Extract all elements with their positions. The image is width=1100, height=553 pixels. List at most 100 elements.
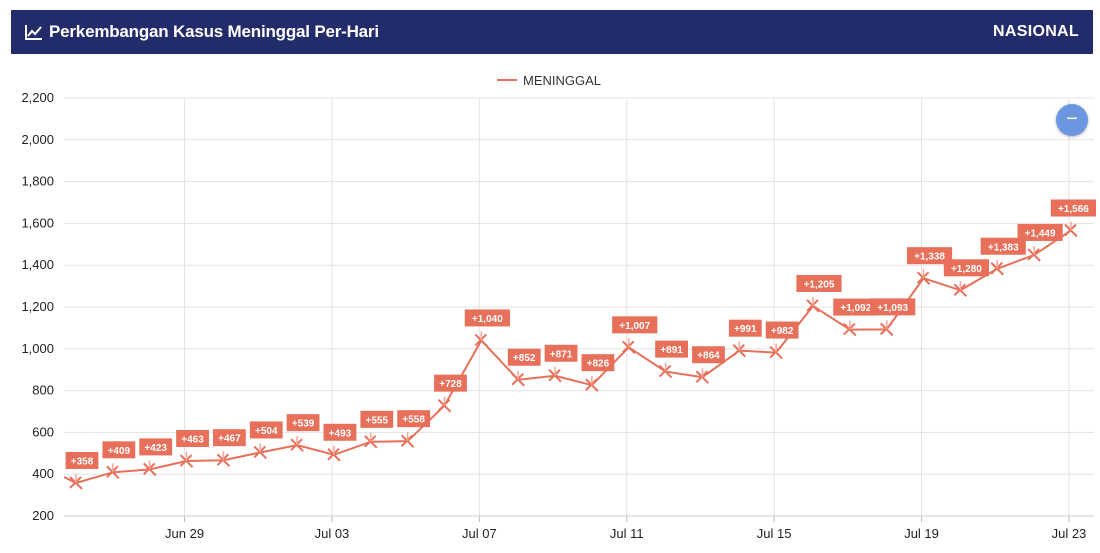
y-tick-label: 1,400 bbox=[21, 257, 54, 272]
data-point-marker bbox=[511, 370, 525, 387]
data-label: +1,040 bbox=[472, 314, 503, 325]
data-point-marker bbox=[658, 362, 673, 379]
data-point-marker bbox=[1027, 245, 1041, 262]
data-label: +1,205 bbox=[804, 279, 835, 290]
data-label: +463 bbox=[181, 435, 204, 446]
data-label: +826 bbox=[587, 359, 610, 370]
data-label-box bbox=[65, 451, 99, 469]
data-point-marker bbox=[400, 432, 415, 448]
y-tick-label: 1,600 bbox=[21, 215, 54, 230]
legend[interactable]: MENINGGAL bbox=[497, 73, 601, 88]
data-point-marker bbox=[953, 281, 968, 297]
y-tick-label: 800 bbox=[32, 383, 54, 398]
axes: 200 400 600 800 1,000 1,200 1,400 1,600 1,800 2,0… bbox=[21, 90, 1094, 541]
data-point-marker bbox=[879, 320, 894, 337]
data-label-box bbox=[139, 438, 173, 456]
data-label-box bbox=[692, 346, 725, 364]
y-tick-label: 1,200 bbox=[21, 299, 54, 314]
data-label-box bbox=[765, 321, 799, 339]
data-label-layer: +358 +409 +423 +463 +467 +504 +539 +493 +555 +558… bbox=[65, 199, 1096, 469]
data-point-marker bbox=[437, 396, 452, 413]
data-label-box bbox=[870, 298, 916, 316]
y-tick-label: 1,000 bbox=[21, 341, 54, 356]
data-label-box bbox=[655, 340, 688, 358]
data-label-box bbox=[612, 316, 658, 334]
header-left: Perkembangan Kasus Meninggal Per-Hari bbox=[25, 22, 379, 42]
y-tick-label: 400 bbox=[32, 466, 54, 481]
data-label-box bbox=[102, 441, 136, 459]
data-point-marker bbox=[806, 296, 820, 313]
data-label: +1,449 bbox=[1025, 228, 1056, 239]
data-label-box bbox=[507, 348, 541, 366]
data-label-box bbox=[906, 247, 953, 265]
data-label: +558 bbox=[402, 415, 425, 426]
x-tick-label: Jul 23 bbox=[1052, 526, 1087, 541]
data-label-box bbox=[434, 374, 467, 392]
data-label: +409 bbox=[108, 446, 131, 457]
data-label: +991 bbox=[734, 324, 757, 335]
data-label-box bbox=[464, 309, 510, 327]
data-point-marker bbox=[216, 451, 231, 467]
line-chart-icon bbox=[25, 25, 42, 40]
data-label: +1,338 bbox=[914, 252, 945, 263]
data-label: +1,383 bbox=[988, 242, 1019, 253]
x-tick-label: Jul 07 bbox=[462, 526, 497, 541]
data-point-marker bbox=[843, 320, 857, 337]
data-label-box bbox=[796, 274, 842, 292]
data-label-box bbox=[544, 344, 578, 362]
x-tick-label: Jul 15 bbox=[757, 526, 792, 541]
data-label-box bbox=[176, 430, 209, 448]
data-label-box bbox=[581, 354, 615, 372]
data-label-box bbox=[360, 410, 394, 428]
x-tick-label: Jun 29 bbox=[165, 526, 204, 541]
data-label: +1,007 bbox=[619, 321, 650, 332]
data-point-marker bbox=[327, 445, 341, 462]
data-point-marker bbox=[622, 338, 636, 355]
data-point-marker bbox=[1064, 221, 1078, 238]
data-label-box bbox=[1017, 223, 1063, 241]
y-tick-label: 2,200 bbox=[21, 90, 54, 105]
data-label: +871 bbox=[550, 349, 573, 360]
data-label: +467 bbox=[218, 434, 241, 445]
data-label-box bbox=[728, 319, 762, 337]
data-label-box bbox=[286, 414, 320, 432]
zoom-out-button[interactable]: − bbox=[1056, 104, 1088, 136]
data-label-box bbox=[980, 237, 1026, 255]
data-label-box bbox=[397, 410, 431, 428]
data-label-box bbox=[213, 429, 246, 447]
data-point-marker bbox=[253, 443, 267, 460]
data-label: +1,093 bbox=[877, 303, 908, 314]
data-label: +555 bbox=[366, 415, 389, 426]
data-label: +539 bbox=[292, 419, 315, 430]
series-line-layer bbox=[63, 221, 1078, 490]
data-point-marker bbox=[474, 331, 489, 348]
data-label: +852 bbox=[513, 353, 536, 364]
grid bbox=[64, 97, 1094, 517]
data-label: +891 bbox=[660, 345, 683, 356]
data-label-box bbox=[323, 423, 357, 441]
data-point-marker bbox=[69, 473, 83, 490]
y-tick-label: 1,800 bbox=[21, 174, 54, 189]
x-tick-label: Jul 03 bbox=[315, 526, 350, 541]
x-tick-label: Jul 19 bbox=[904, 526, 939, 541]
data-label: +1,566 bbox=[1058, 204, 1089, 215]
data-label: +864 bbox=[697, 351, 720, 362]
data-label-box bbox=[943, 259, 989, 277]
zoom-out-icon: − bbox=[1066, 108, 1078, 130]
data-label-box bbox=[833, 298, 879, 316]
data-label-box bbox=[249, 421, 283, 439]
data-label: +423 bbox=[144, 443, 167, 454]
data-label-box bbox=[1050, 199, 1096, 217]
data-point-marker bbox=[106, 463, 120, 480]
data-point-marker bbox=[695, 368, 710, 384]
data-point-marker bbox=[290, 436, 304, 452]
data-point-marker bbox=[916, 269, 931, 285]
data-point-marker bbox=[548, 366, 562, 383]
data-label: +728 bbox=[439, 379, 462, 390]
data-point-marker bbox=[732, 341, 747, 358]
data-label: +358 bbox=[71, 456, 94, 467]
data-label: +982 bbox=[771, 326, 794, 337]
data-label: +1,280 bbox=[951, 264, 982, 275]
x-tick-label: Jul 11 bbox=[610, 526, 644, 541]
